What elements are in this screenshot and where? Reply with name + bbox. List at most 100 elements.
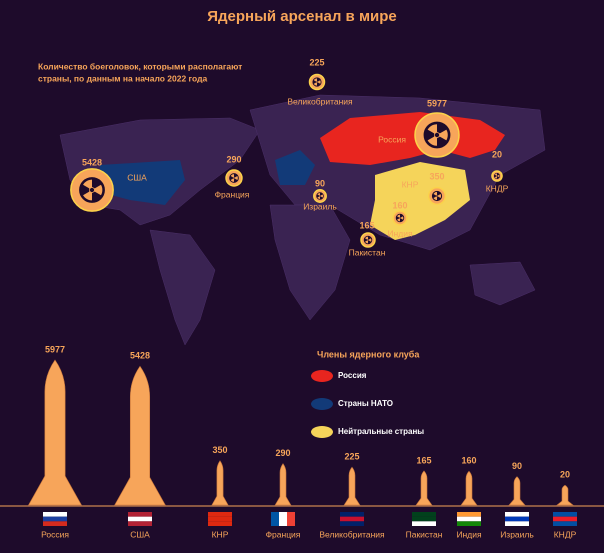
x-tick-label: КНДР — [554, 529, 577, 539]
radiation-core — [436, 195, 438, 197]
radiation-blade — [400, 218, 404, 222]
map-label: КНР — [402, 179, 419, 189]
radiation-blade — [437, 191, 441, 196]
bar-value: 20 — [560, 470, 570, 480]
map-value: 225 — [309, 57, 324, 67]
flag-part — [412, 521, 436, 526]
flag-part — [208, 521, 232, 526]
x-tick-label: Израиль — [500, 529, 534, 539]
radiation-blade — [437, 122, 448, 134]
legend-swatch — [311, 426, 333, 438]
legend-label: Россия — [338, 371, 367, 380]
flag-part — [553, 512, 577, 517]
map-label: Россия — [378, 134, 406, 144]
radiation-blade — [400, 214, 404, 218]
radiation-blade — [494, 174, 497, 178]
x-tick-label: Франция — [266, 529, 301, 539]
flag-part — [457, 521, 481, 526]
radiation-blade — [320, 192, 323, 196]
bar-value: 5428 — [130, 351, 150, 361]
flag-part — [505, 512, 529, 517]
radiation-blade — [396, 216, 400, 220]
radiation-blade — [317, 82, 321, 87]
radiation-blade — [80, 184, 90, 196]
radiation-blade — [316, 194, 320, 198]
legend-label: Нейтральные страны — [338, 427, 424, 436]
radiation-blade — [368, 240, 372, 244]
rocket — [274, 463, 292, 506]
x-tick-label: КНР — [212, 529, 229, 539]
radiation-blade — [92, 178, 103, 189]
flag-part — [279, 512, 287, 526]
flag-part — [412, 512, 436, 517]
flag-part — [128, 512, 152, 517]
bar-value: 225 — [344, 452, 359, 462]
subtitle: Количество боеголовок, которыми располаг… — [38, 61, 242, 71]
bar-value: 90 — [512, 461, 522, 471]
radiation-core — [233, 177, 235, 179]
bar-value: 290 — [275, 448, 290, 458]
flag-part — [271, 512, 279, 526]
radiation-blade — [432, 193, 436, 199]
flag-part — [505, 516, 529, 522]
rocket — [415, 470, 433, 506]
usa-region — [100, 160, 185, 205]
flag-part — [553, 516, 577, 522]
rocket — [556, 484, 574, 506]
radiation-blade — [497, 176, 500, 179]
radiation-core — [89, 187, 95, 193]
map-label: Франция — [215, 189, 250, 199]
x-tick-label: Великобритания — [319, 529, 385, 539]
flag-part — [208, 516, 232, 522]
rocket — [460, 470, 478, 506]
radiation-blade — [497, 173, 500, 176]
radiation-blade — [424, 128, 435, 142]
radiation-core — [434, 132, 440, 138]
flag-part — [43, 516, 67, 522]
radiation-blade — [229, 175, 233, 181]
radiation-blade — [320, 196, 323, 200]
radiation-blade — [317, 77, 321, 82]
flag-part — [505, 521, 529, 526]
radiation-blade — [437, 136, 448, 148]
map-label: Великобритания — [287, 96, 353, 106]
map-label: Израиль — [303, 201, 337, 211]
flag-part — [457, 512, 481, 517]
subtitle: страны, по данным на начало 2022 года — [38, 73, 207, 83]
flag-part — [340, 516, 364, 522]
rocket — [114, 365, 166, 506]
map-value: 20 — [492, 149, 502, 159]
flag-part — [128, 521, 152, 526]
flag-part — [412, 516, 436, 522]
bar-value: 5977 — [45, 344, 65, 354]
flag-part — [457, 516, 481, 522]
rocket — [343, 466, 361, 506]
bar-value: 160 — [461, 456, 476, 466]
map-label: Пакистан — [349, 247, 386, 257]
radiation-core — [316, 81, 318, 83]
radiation-blade — [368, 236, 372, 240]
radiation-core — [367, 239, 369, 241]
flag-part — [43, 512, 67, 517]
rocket — [211, 460, 229, 506]
radiation-blade — [234, 173, 238, 178]
radiation-core — [399, 217, 401, 219]
flag-part — [208, 512, 232, 517]
title: Ядерный арсенал в мире — [207, 8, 397, 25]
map-value: 290 — [226, 154, 241, 164]
russia-region — [320, 112, 505, 165]
bar-value: 165 — [416, 455, 431, 465]
map-label: КНДР — [486, 183, 509, 193]
x-tick-label: Индия — [456, 529, 482, 539]
legend-swatch — [311, 398, 333, 410]
legend-title: Члены ядерного клуба — [317, 349, 420, 359]
nato-europe-region — [275, 150, 315, 185]
radiation-blade — [312, 79, 317, 85]
radiation-core — [496, 175, 498, 177]
flag-part — [43, 521, 67, 526]
map-value: 350 — [429, 171, 444, 181]
x-tick-label: Пакистан — [406, 529, 443, 539]
radiation-blade — [234, 178, 238, 183]
flag-part — [287, 512, 295, 526]
